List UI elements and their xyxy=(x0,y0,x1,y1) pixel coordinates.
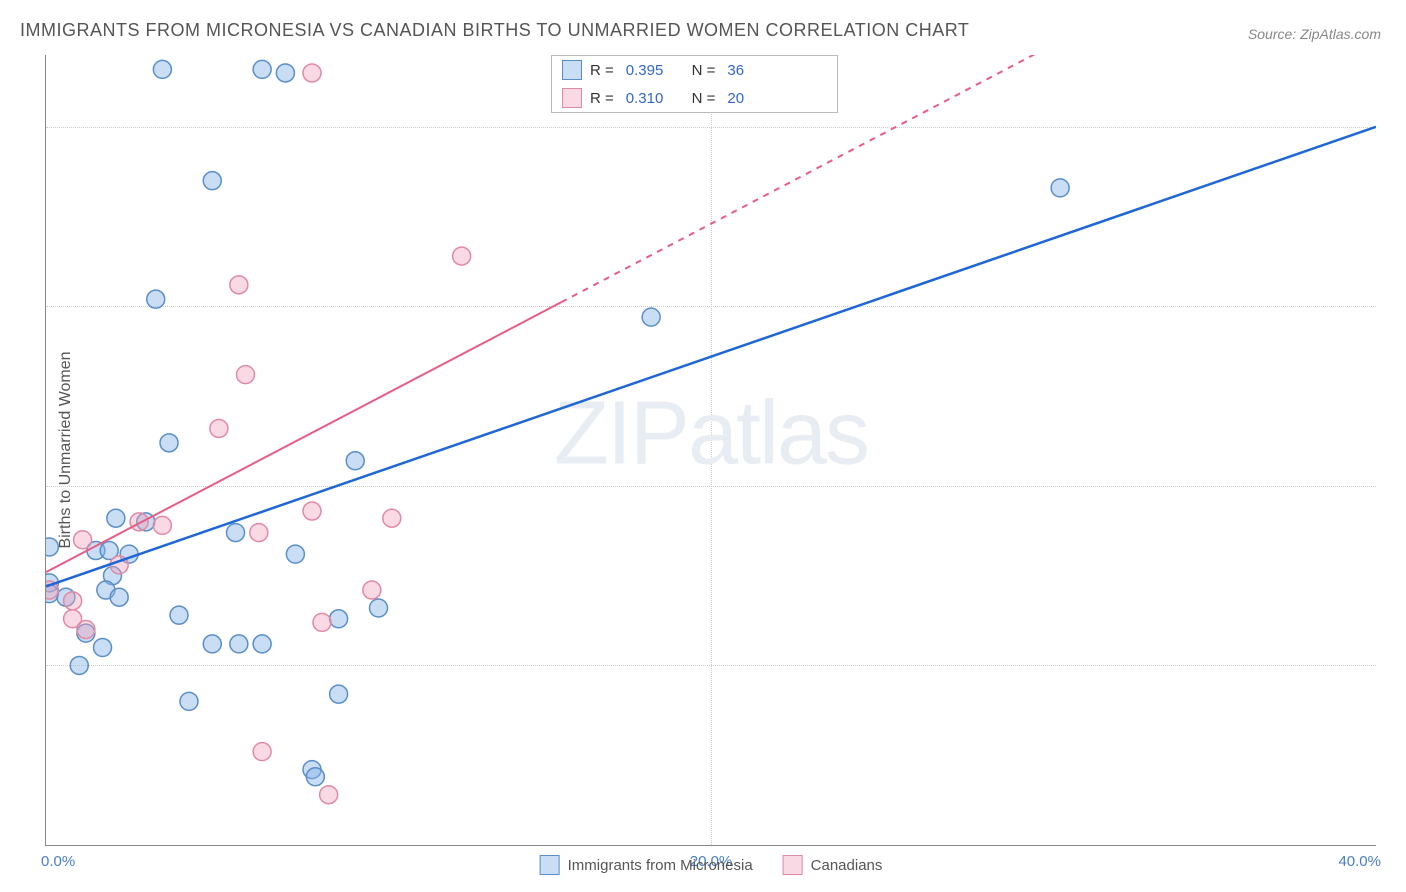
scatter-point xyxy=(363,581,381,599)
legend-item-series-2: Canadians xyxy=(783,855,883,875)
scatter-point xyxy=(107,509,125,527)
scatter-point xyxy=(64,592,82,610)
scatter-point xyxy=(253,743,271,761)
scatter-point xyxy=(230,276,248,294)
scatter-point xyxy=(250,524,268,542)
legend-label-series-2: Canadians xyxy=(811,857,883,874)
trend-line-solid xyxy=(46,302,561,572)
scatter-point xyxy=(453,247,471,265)
scatter-point xyxy=(253,60,271,78)
legend-swatch-series-1 xyxy=(562,60,582,80)
scatter-point xyxy=(230,635,248,653)
plot-area: Births to Unmarried Women ZIPatlas 25.0%… xyxy=(45,55,1376,846)
scatter-point xyxy=(303,64,321,82)
scatter-point xyxy=(153,516,171,534)
legend-row-series-2: R = 0.310 N = 20 xyxy=(552,84,837,112)
scatter-point xyxy=(227,524,245,542)
legend-item-series-1: Immigrants from Micronesia xyxy=(540,855,753,875)
scatter-point xyxy=(46,538,58,556)
r-label: R = xyxy=(590,62,614,79)
n-value-series-2: 20 xyxy=(727,90,744,107)
x-tick-label: 0.0% xyxy=(41,853,75,870)
r-label: R = xyxy=(590,90,614,107)
scatter-point xyxy=(346,452,364,470)
scatter-point xyxy=(110,588,128,606)
scatter-point xyxy=(370,599,388,617)
scatter-point xyxy=(74,531,92,549)
legend-label-series-1: Immigrants from Micronesia xyxy=(568,857,753,874)
scatter-point xyxy=(153,60,171,78)
scatter-point xyxy=(94,639,112,657)
r-value-series-2: 0.310 xyxy=(626,90,664,107)
chart-title: IMMIGRANTS FROM MICRONESIA VS CANADIAN B… xyxy=(20,20,969,41)
scatter-point xyxy=(203,635,221,653)
n-value-series-1: 36 xyxy=(727,62,744,79)
scatter-point xyxy=(160,434,178,452)
n-label: N = xyxy=(692,62,716,79)
scatter-point xyxy=(237,366,255,384)
scatter-point xyxy=(286,545,304,563)
scatter-point xyxy=(642,308,660,326)
scatter-point xyxy=(313,613,331,631)
scatter-point xyxy=(330,685,348,703)
trend-line xyxy=(46,127,1376,587)
scatter-point xyxy=(276,64,294,82)
x-tick-label: 40.0% xyxy=(1338,853,1381,870)
legend-row-series-1: R = 0.395 N = 36 xyxy=(552,56,837,84)
scatter-point xyxy=(203,172,221,190)
correlation-legend: R = 0.395 N = 36 R = 0.310 N = 20 xyxy=(551,55,838,113)
scatter-point xyxy=(306,768,324,786)
r-value-series-1: 0.395 xyxy=(626,62,664,79)
legend-swatch-series-1 xyxy=(540,855,560,875)
series-legend: Immigrants from Micronesia Canadians xyxy=(540,855,883,875)
scatter-point xyxy=(330,610,348,628)
scatter-point xyxy=(320,786,338,804)
legend-swatch-series-2 xyxy=(783,855,803,875)
scatter-point xyxy=(253,635,271,653)
scatter-point xyxy=(147,290,165,308)
n-label: N = xyxy=(692,90,716,107)
scatter-point xyxy=(210,419,228,437)
scatter-point xyxy=(180,692,198,710)
legend-swatch-series-2 xyxy=(562,88,582,108)
scatter-point xyxy=(1051,179,1069,197)
scatter-point xyxy=(303,502,321,520)
plot-svg xyxy=(46,55,1376,845)
scatter-point xyxy=(130,513,148,531)
scatter-point xyxy=(170,606,188,624)
scatter-point xyxy=(383,509,401,527)
source-attribution: Source: ZipAtlas.com xyxy=(1248,26,1381,42)
scatter-point xyxy=(77,621,95,639)
scatter-point xyxy=(70,656,88,674)
